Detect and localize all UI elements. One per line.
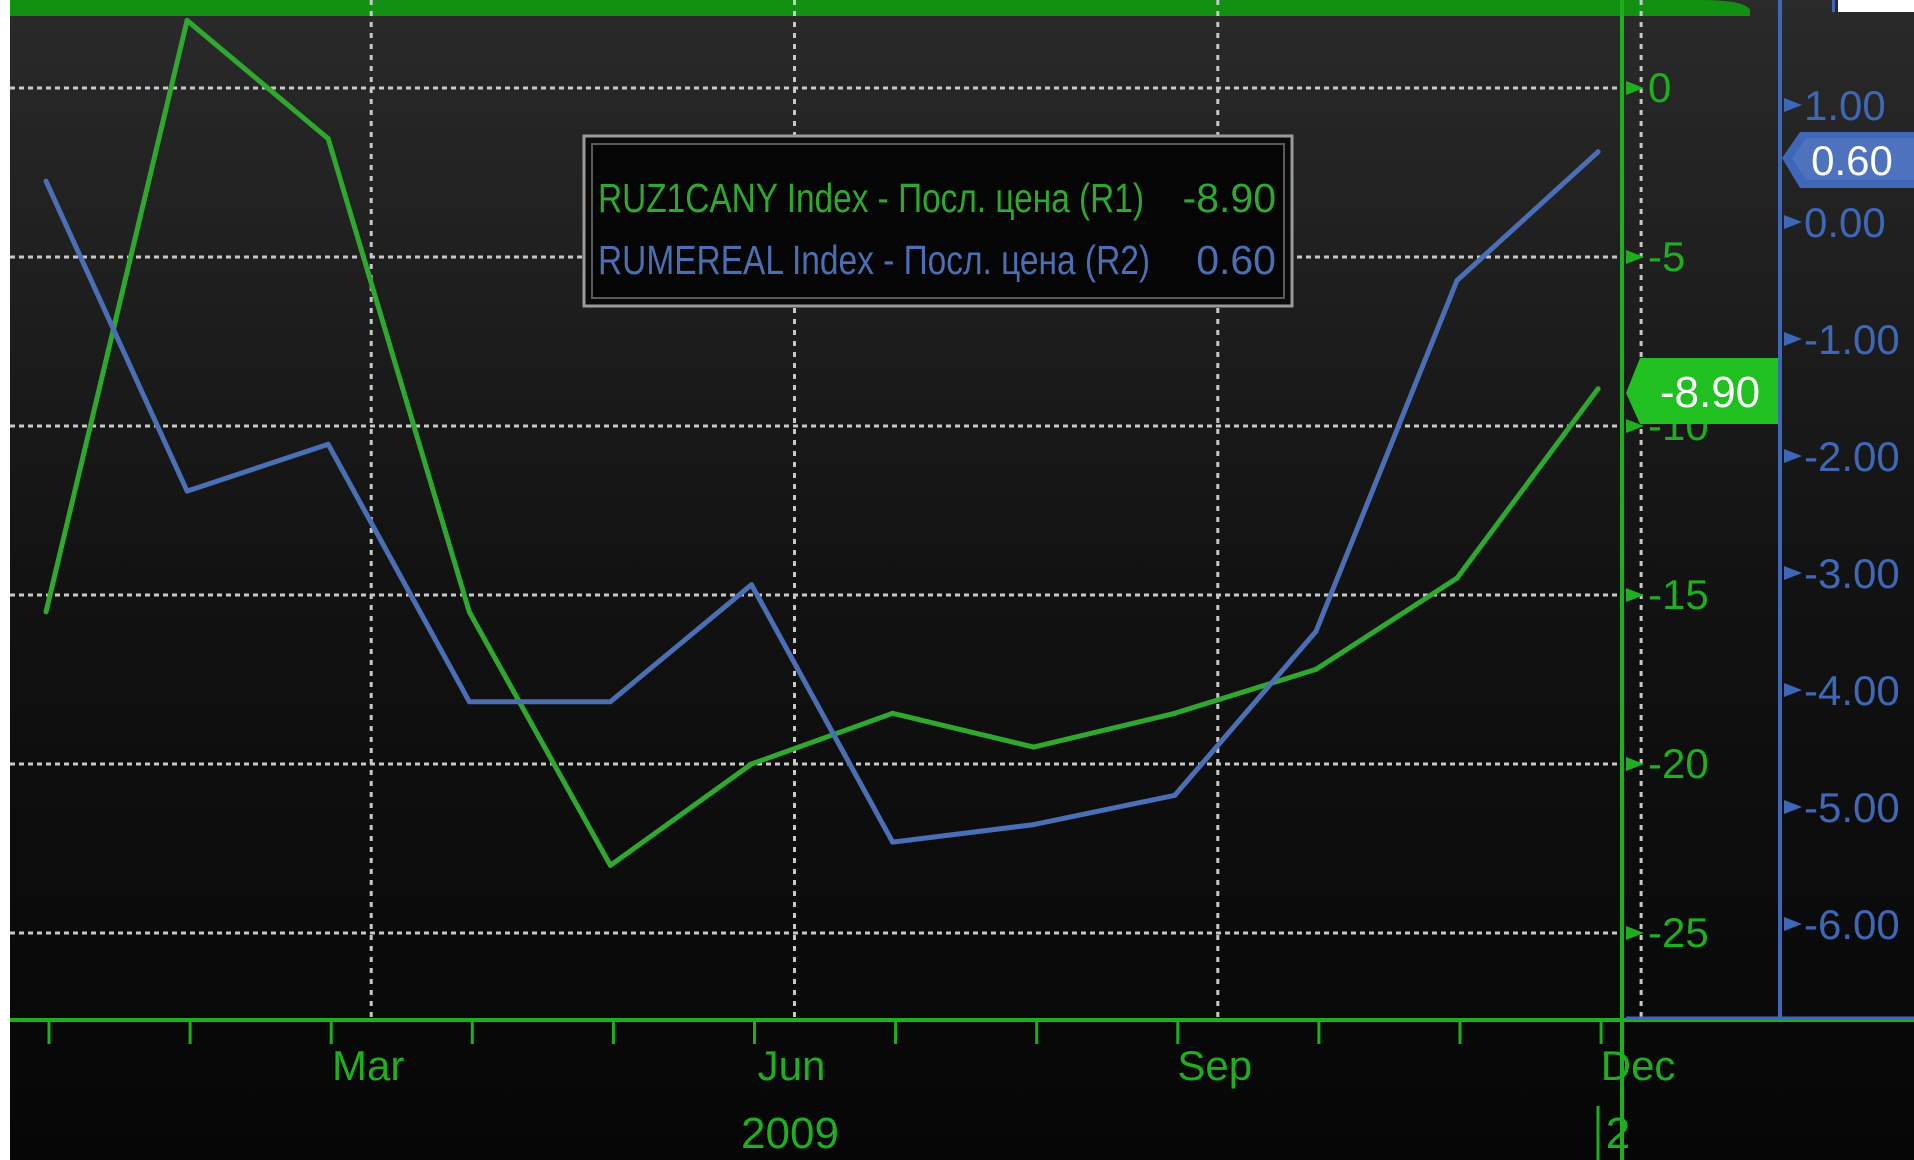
right-last-value-tag: 0.60 [1782,132,1914,188]
right-axis-tick-label: -6.00 [1804,901,1900,948]
legend-series-1-name: RUZ1CANY Index - Посл. цена (R1) [598,175,1144,221]
left-axis-tick [1626,250,1644,264]
right-axis-tick-label: 1.00 [1804,82,1886,129]
x-partial-label: 2 [1606,1109,1630,1158]
left-axis-tick-label: -15 [1648,571,1709,618]
right-axis-tick [1784,566,1802,580]
left-axis-tick-label: -20 [1648,740,1709,787]
right-axis-tick [1784,683,1802,697]
series-2-point [1172,792,1178,798]
series-1-point [1313,666,1319,672]
series-2-point [749,582,754,588]
left-axis-tick-label: 0 [1648,64,1671,111]
right-axis-tick-label: -3.00 [1804,550,1900,597]
series-1-point [184,17,190,23]
x-axis-tick-label: Dec [1601,1042,1676,1089]
right-axis-tick-label: -4.00 [1804,667,1900,714]
right-axis-tick-label: -1.00 [1804,316,1900,363]
series-1-point [749,761,754,767]
x-axis-tick-label: Jun [758,1042,826,1089]
series-1-point [1031,744,1037,750]
series-2-point [1313,629,1319,634]
right-axis-tick-label: -5.00 [1804,784,1900,831]
series-2-point [43,178,49,184]
series-2-point [1031,822,1037,828]
left-axis-tick [1626,81,1644,95]
series-group [43,17,1601,868]
axes: 0-5-10-15-20-251.000.00-1.00-2.00-3.00-4… [47,64,1900,1089]
right-axis-tick-label: 0.00 [1804,199,1886,246]
grid [10,0,1643,1018]
series-2-point [607,699,613,705]
left-last-value-tag-shape [1626,358,1778,424]
top-green-banner [10,0,1750,16]
top-right-blue-divider [1832,0,1835,12]
series-1-point [890,710,896,716]
x-year-label: 2009 [741,1109,839,1158]
right-last-value-tag-inner [1792,138,1914,180]
left-axis-tick-label: -25 [1648,909,1709,956]
legend: RUZ1CANY Index - Посл. цена (R1) -8.90 R… [582,134,1294,308]
series-1-point [43,609,49,615]
series-2-point [1454,278,1460,283]
right-axis-tick [1784,332,1802,346]
left-last-value-tag: -8.90 [1626,358,1778,424]
right-axis-tick [1784,917,1802,931]
series-1-point [1595,386,1601,392]
series-2-point [1595,149,1601,155]
x-axis-tick-label: Sep [1177,1042,1252,1089]
left-axis-tick [1626,926,1644,940]
legend-series-2-name: RUMEREAL Index - Посл. цена (R2) [598,237,1150,283]
top-right-white-block [1838,0,1914,12]
series-2-point [466,699,472,705]
series-line-1 [43,17,1601,868]
right-axis-tick-label: -2.00 [1804,433,1900,480]
series-2-point [325,441,331,447]
left-axis-tick [1626,419,1644,433]
left-last-value-tag-text: -8.90 [1660,368,1760,417]
legend-series-1-value: -8.90 [1183,175,1276,221]
series-2-point [184,488,190,494]
left-axis-tick [1626,757,1644,771]
series-1-point [1172,710,1178,716]
right-last-value-tag-shape [1782,132,1914,188]
left-axis-tick [1626,588,1644,602]
series-line-2 [43,149,1600,845]
left-axis-tick-label: -5 [1648,233,1685,280]
right-last-value-tag-text: 0.60 [1811,137,1893,184]
series-1-point [607,862,613,868]
right-axis-tick [1784,98,1802,112]
series-1-point [325,136,331,142]
legend-series-2-value: 0.60 [1196,237,1276,283]
series-1-point [1454,575,1460,581]
x-axis-tick-label: Mar [332,1042,404,1089]
legend-inner-frame [591,143,1285,299]
series-1-point [466,609,472,615]
right-axis-tick [1784,449,1802,463]
series-2-point [890,839,896,845]
right-axis-tick [1784,215,1802,229]
right-axis-tick [1784,800,1802,814]
